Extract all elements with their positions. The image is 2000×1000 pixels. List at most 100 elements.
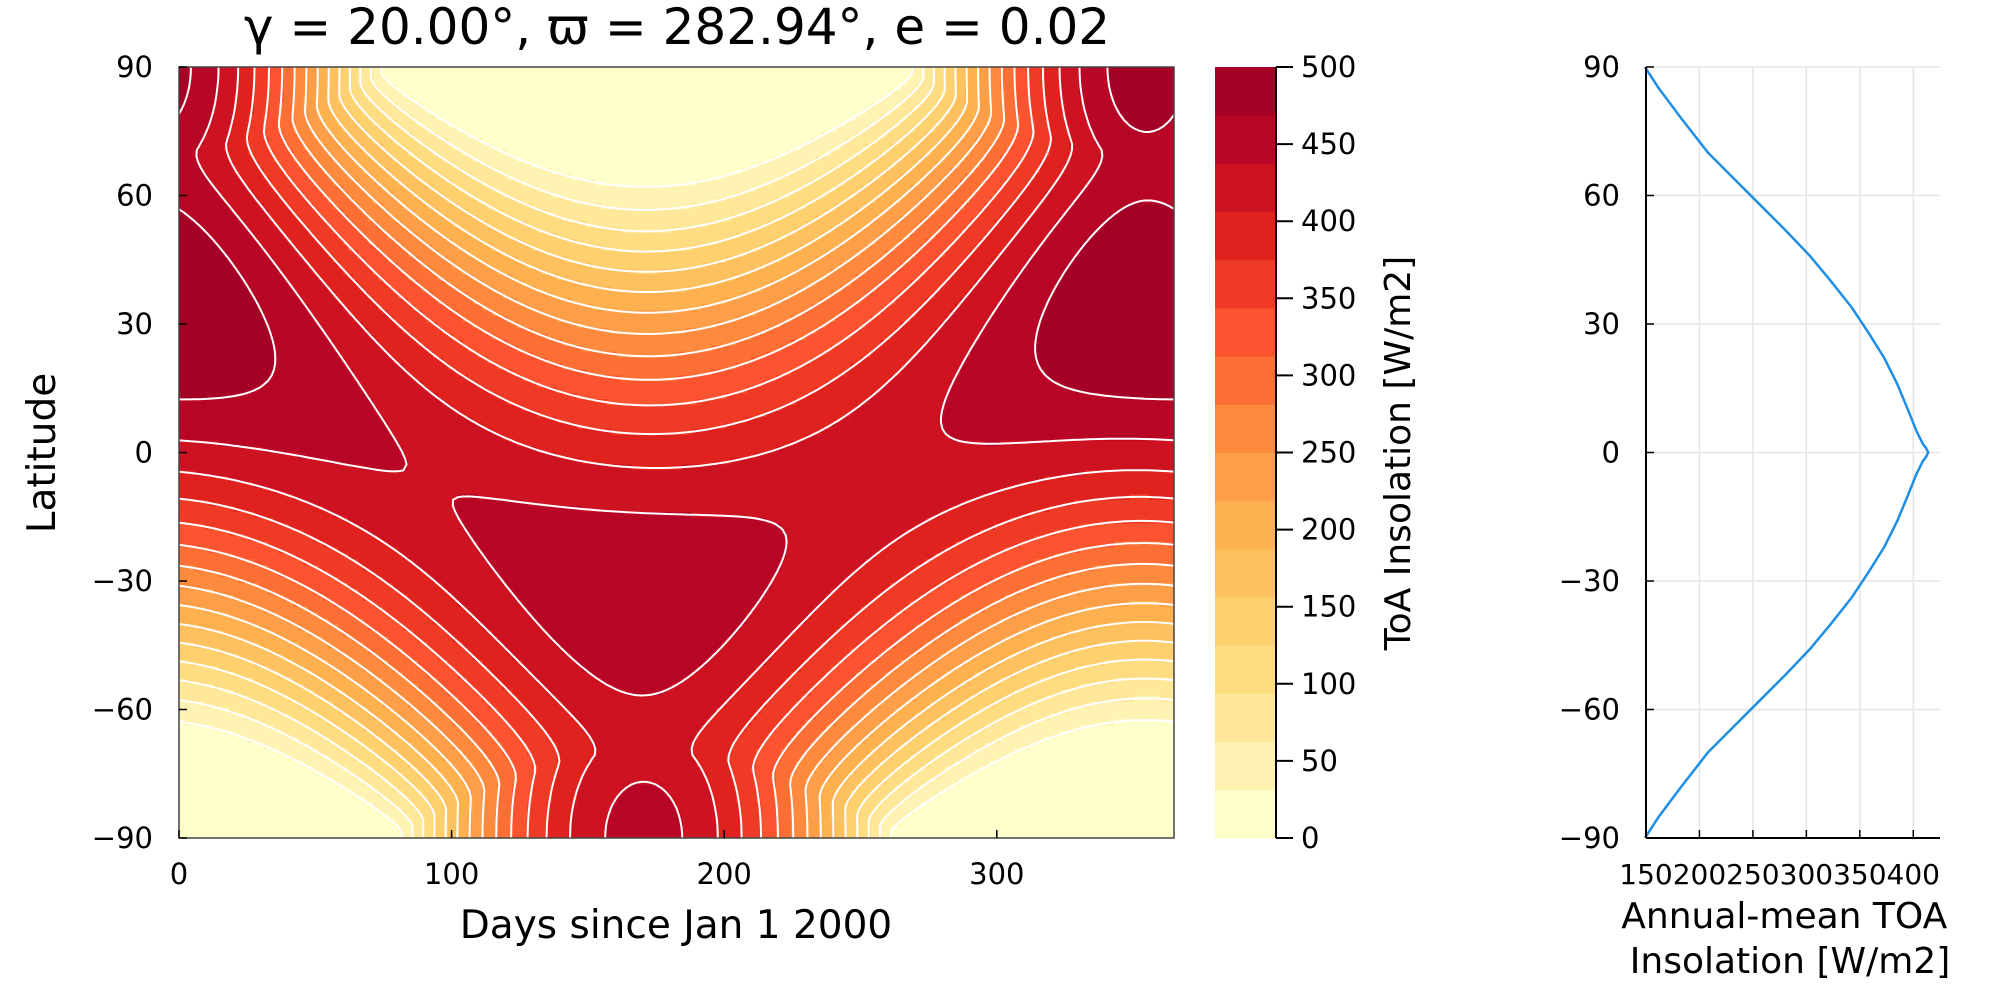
contour-cell <box>209 132 215 139</box>
contour-cell <box>249 132 255 139</box>
contour-cell <box>846 97 852 104</box>
contour-cell <box>681 126 687 133</box>
contour-cell <box>821 138 827 145</box>
contour-cell <box>1144 97 1150 104</box>
contour-cell <box>647 97 653 104</box>
contour-cell <box>617 85 623 92</box>
contour-cell <box>771 120 777 127</box>
contour-cell <box>537 120 543 127</box>
contour-cell <box>418 85 424 92</box>
contour-cell <box>607 132 613 139</box>
contour-cell <box>871 79 877 86</box>
contour-cell <box>627 120 633 127</box>
contour-cell <box>791 97 797 104</box>
contour-cell <box>269 109 275 116</box>
contour-cell <box>482 132 488 139</box>
contour-cell <box>572 91 578 98</box>
contour-cell <box>691 67 697 74</box>
contour-cell <box>547 85 553 92</box>
contour-cell <box>970 67 976 74</box>
contour-cell <box>1020 103 1026 110</box>
contour-cell <box>1104 120 1110 127</box>
contour-cell <box>373 114 379 121</box>
contour-cell <box>453 114 459 121</box>
contour-cell <box>487 114 493 121</box>
contour-cell <box>492 103 498 110</box>
contour-cell <box>756 138 762 145</box>
contour-cell <box>726 109 732 116</box>
contour-cell <box>642 97 648 104</box>
contour-cell <box>607 109 613 116</box>
contour-cell <box>1159 91 1165 98</box>
contour-cell <box>1035 132 1041 139</box>
contour-cell <box>756 132 762 139</box>
contour-cell <box>1144 120 1150 127</box>
contour-cell <box>373 126 379 133</box>
contour-cell <box>1045 85 1051 92</box>
contour-cell <box>851 120 857 127</box>
contour-cell <box>930 138 936 145</box>
contour-cell <box>925 120 931 127</box>
contour-cell <box>686 91 692 98</box>
contour-cell <box>448 85 454 92</box>
contour-cell <box>1084 132 1090 139</box>
contour-cell <box>945 79 951 86</box>
contour-cell <box>473 114 479 121</box>
contour-cell <box>318 79 324 86</box>
contour-cell <box>681 79 687 86</box>
contour-cell <box>806 67 812 74</box>
contour-cell <box>557 132 563 139</box>
contour-cell <box>448 103 454 110</box>
contour-cell <box>866 97 872 104</box>
contour-cell <box>706 103 712 110</box>
contour-cell <box>632 109 638 116</box>
contour-cell <box>1030 73 1036 80</box>
contour-cell <box>1070 126 1076 133</box>
contour-cell <box>413 85 419 92</box>
contour-cell <box>283 120 289 127</box>
contour-cell <box>1149 97 1155 104</box>
contour-cell <box>1159 85 1165 92</box>
contour-cell <box>796 85 802 92</box>
contour-cell <box>338 114 344 121</box>
contour-cell <box>413 67 419 74</box>
contour-cell <box>761 109 767 116</box>
contour-cell <box>726 79 732 86</box>
contour-cell <box>288 73 294 80</box>
contour-cell <box>1124 109 1130 116</box>
contour-cell <box>482 79 488 86</box>
contour-cell <box>592 109 598 116</box>
contour-cell <box>478 67 484 74</box>
contour-cell <box>766 91 772 98</box>
contour-cell <box>716 73 722 80</box>
contour-cell <box>647 138 653 145</box>
contour-cell <box>701 103 707 110</box>
contour-cell <box>995 109 1001 116</box>
contour-cell <box>487 67 493 74</box>
contour-cell <box>537 103 543 110</box>
contour-cell <box>512 138 518 145</box>
contour-cell <box>448 109 454 116</box>
contour-cell <box>1159 67 1165 74</box>
contour-cell <box>239 132 245 139</box>
contour-cell <box>935 73 941 80</box>
contour-cell <box>841 103 847 110</box>
contour-cell <box>895 79 901 86</box>
contour-cell <box>866 114 872 121</box>
contour-cell <box>856 138 862 145</box>
contour-cell <box>672 91 678 98</box>
contour-cell <box>592 114 598 121</box>
contour-cell <box>577 120 583 127</box>
contour-cell <box>1030 91 1036 98</box>
contour-cell <box>721 132 727 139</box>
contour-cell <box>438 126 444 133</box>
contour-cell <box>224 67 230 74</box>
contour-cell <box>269 120 275 127</box>
contour-cell <box>1055 97 1061 104</box>
contour-cell <box>890 132 896 139</box>
contour-cell <box>353 73 359 80</box>
contour-cell <box>1075 97 1081 104</box>
contour-cell <box>1104 97 1110 104</box>
contour-cell <box>592 91 598 98</box>
contour-cell <box>701 138 707 145</box>
